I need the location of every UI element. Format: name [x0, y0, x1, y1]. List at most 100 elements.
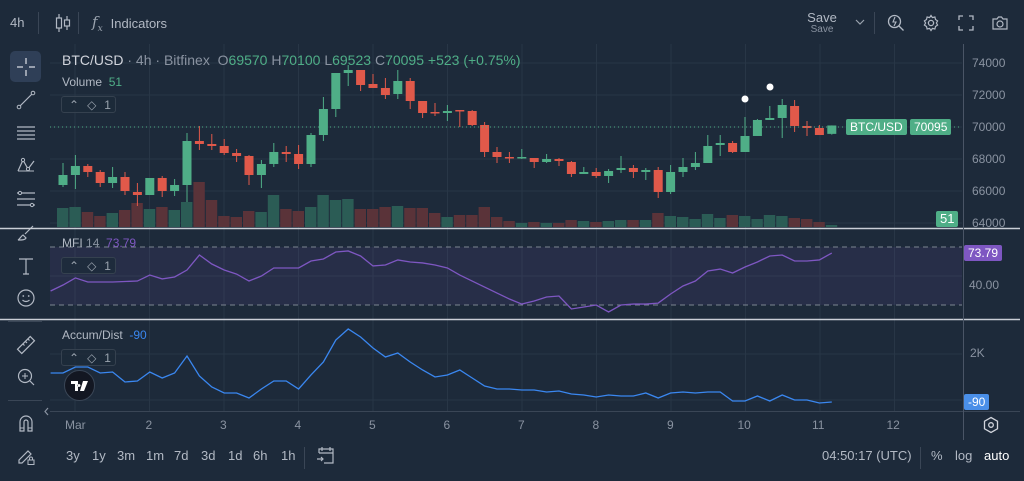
- candle[interactable]: [58, 163, 68, 187]
- candle[interactable]: [579, 167, 589, 174]
- brush-tool[interactable]: [10, 217, 41, 248]
- candle[interactable]: [566, 161, 576, 177]
- candle[interactable]: [95, 169, 105, 187]
- candle[interactable]: [777, 99, 787, 138]
- candle[interactable]: [653, 167, 663, 198]
- candle[interactable]: [182, 133, 192, 202]
- candle[interactable]: [542, 153, 552, 163]
- mfi-legend[interactable]: MFI 14 73.79: [62, 236, 137, 250]
- candle[interactable]: [802, 121, 812, 136]
- range-button-1h[interactable]: 1h: [281, 448, 296, 463]
- range-button-6h[interactable]: 6h: [253, 448, 268, 463]
- candle[interactable]: [157, 175, 167, 197]
- candle[interactable]: [480, 121, 490, 157]
- candle[interactable]: [740, 117, 750, 152]
- range-button-3d[interactable]: 3d: [201, 448, 216, 463]
- accum-dist-legend[interactable]: Accum/Dist -90: [62, 328, 147, 342]
- log-scale-toggle[interactable]: log: [955, 448, 973, 463]
- candle[interactable]: [318, 97, 328, 141]
- event-marker[interactable]: [741, 95, 749, 103]
- collapse-toolbar-arrow-icon[interactable]: [44, 407, 49, 416]
- candle[interactable]: [207, 133, 217, 150]
- candle[interactable]: [628, 165, 638, 178]
- zoom-in-tool[interactable]: [10, 361, 41, 392]
- candle[interactable]: [331, 73, 341, 117]
- candle[interactable]: [132, 183, 142, 206]
- candle[interactable]: [120, 171, 130, 195]
- clock-utc[interactable]: 04:50:17 (UTC): [822, 448, 912, 463]
- fullscreen-icon[interactable]: [956, 13, 976, 33]
- percent-scale-toggle[interactable]: %: [931, 448, 943, 463]
- trend-line-tool[interactable]: [10, 84, 41, 115]
- accum-dist-collapse-button[interactable]: ⌃ ◇ 1: [61, 349, 116, 366]
- candle[interactable]: [442, 105, 452, 121]
- candle[interactable]: [492, 147, 502, 163]
- auto-scale-toggle[interactable]: auto: [984, 448, 1010, 463]
- candle[interactable]: [690, 151, 700, 170]
- candle[interactable]: [430, 103, 440, 116]
- candle[interactable]: [678, 157, 688, 177]
- candle[interactable]: [83, 163, 93, 177]
- candle[interactable]: [232, 149, 242, 162]
- candle[interactable]: [554, 157, 564, 166]
- event-marker[interactable]: [766, 83, 774, 91]
- candle[interactable]: [170, 179, 180, 196]
- save-button[interactable]: Save Save: [800, 11, 844, 36]
- candle[interactable]: [393, 69, 403, 99]
- candle[interactable]: [666, 165, 676, 194]
- candle[interactable]: [356, 69, 366, 91]
- candle[interactable]: [405, 77, 415, 109]
- candle[interactable]: [765, 105, 775, 120]
- camera-snapshot-icon[interactable]: [990, 13, 1010, 33]
- mfi-collapse-button[interactable]: ⌃ ◇ 1: [61, 257, 116, 274]
- quick-search-icon[interactable]: [886, 13, 906, 33]
- candle[interactable]: [256, 159, 266, 188]
- candle[interactable]: [306, 133, 316, 167]
- candle[interactable]: [814, 125, 824, 135]
- forecast-tool[interactable]: [10, 183, 41, 214]
- candle[interactable]: [294, 145, 304, 169]
- candle[interactable]: [703, 135, 713, 163]
- crosshair-tool[interactable]: [10, 51, 41, 82]
- candle[interactable]: [244, 155, 254, 185]
- indicators-button[interactable]: fx Indicators: [92, 12, 167, 34]
- candle[interactable]: [281, 145, 291, 162]
- candle[interactable]: [715, 135, 725, 156]
- candle[interactable]: [219, 139, 229, 155]
- range-button-1d[interactable]: 1d: [228, 448, 243, 463]
- magnet-tool[interactable]: [10, 407, 41, 438]
- candle[interactable]: [529, 157, 539, 168]
- candle[interactable]: [145, 177, 155, 195]
- range-button-1y[interactable]: 1y: [92, 448, 106, 463]
- candle[interactable]: [108, 167, 118, 188]
- candle[interactable]: [752, 119, 762, 136]
- candle[interactable]: [380, 77, 390, 99]
- symbol-name[interactable]: BTC/USD: [62, 52, 124, 68]
- chevron-down-icon[interactable]: [853, 15, 867, 29]
- go-to-date-calendar-icon[interactable]: [316, 445, 336, 470]
- axis-settings-icon[interactable]: [982, 416, 1000, 439]
- candle[interactable]: [591, 167, 601, 178]
- volume-collapse-button[interactable]: ⌃ ◇ 1: [61, 96, 116, 113]
- range-button-7d[interactable]: 7d: [174, 448, 189, 463]
- candle[interactable]: [70, 155, 80, 189]
- candle[interactable]: [616, 155, 626, 173]
- candle[interactable]: [418, 101, 428, 118]
- pattern-tool[interactable]: [10, 150, 41, 181]
- candle[interactable]: [467, 109, 477, 126]
- range-button-3y[interactable]: 3y: [66, 448, 80, 463]
- interval-button[interactable]: 4h: [10, 15, 25, 30]
- lock-drawings-tool[interactable]: [10, 440, 41, 471]
- volume-legend[interactable]: Volume 51: [62, 75, 123, 89]
- text-tool[interactable]: [10, 250, 41, 281]
- candle[interactable]: [827, 125, 837, 135]
- range-button-1m[interactable]: 1m: [146, 448, 165, 463]
- fib-retracement-tool[interactable]: [10, 117, 41, 148]
- candle[interactable]: [504, 151, 514, 163]
- emoji-tool[interactable]: [10, 282, 41, 313]
- candle[interactable]: [269, 143, 279, 167]
- candle[interactable]: [194, 125, 204, 150]
- candle[interactable]: [517, 149, 527, 159]
- candles-chart-type-icon[interactable]: [53, 12, 73, 34]
